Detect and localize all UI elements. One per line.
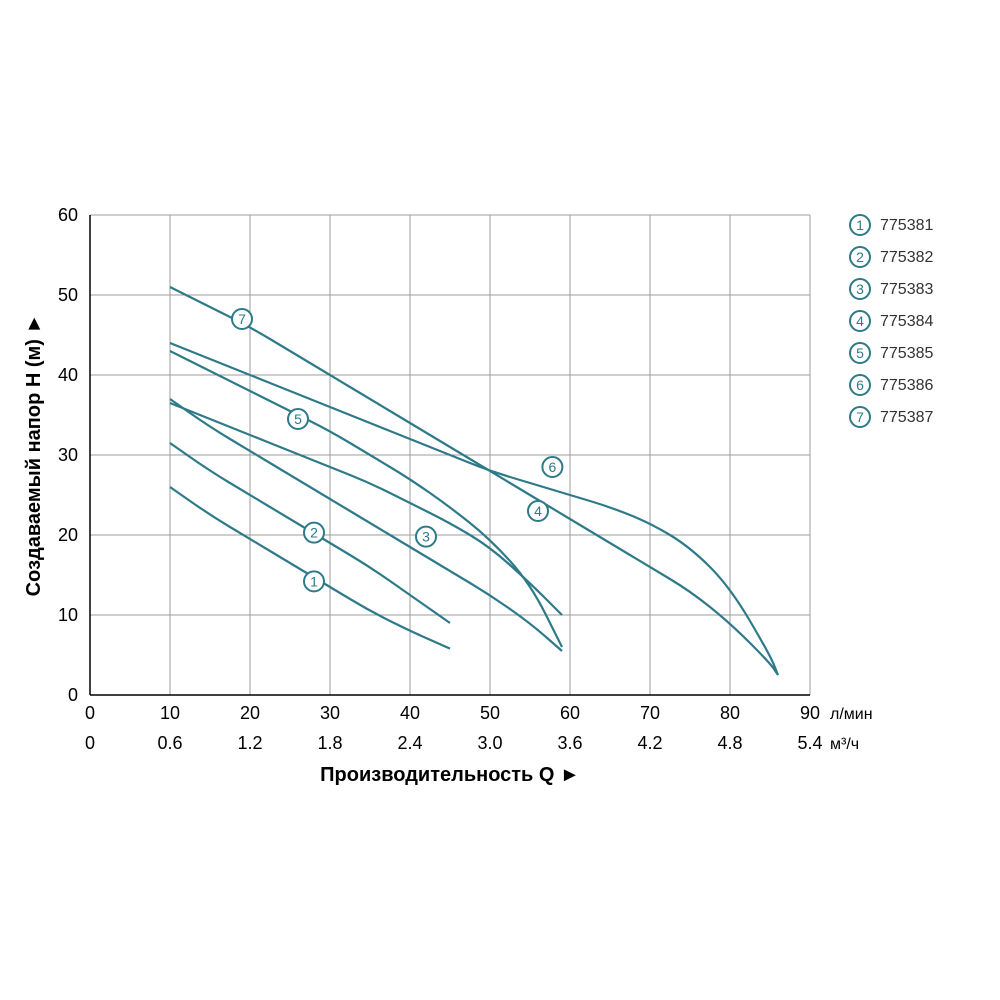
curve-marker-label-4: 4 xyxy=(534,503,542,519)
curve-marker-label-2: 2 xyxy=(310,525,318,541)
x-tick-secondary: 3.6 xyxy=(557,733,582,753)
x-tick-secondary: 0.6 xyxy=(157,733,182,753)
x-tick-primary: 10 xyxy=(160,703,180,723)
y-tick: 20 xyxy=(58,525,78,545)
x-tick-primary: 90 xyxy=(800,703,820,723)
legend-label: 775387 xyxy=(880,409,933,426)
x-tick-secondary: 5.4 xyxy=(797,733,822,753)
y-tick: 50 xyxy=(58,285,78,305)
x-tick-secondary: 0 xyxy=(85,733,95,753)
x-tick-primary: 20 xyxy=(240,703,260,723)
x-tick-primary: 30 xyxy=(320,703,340,723)
x-tick-primary: 70 xyxy=(640,703,660,723)
curve-marker-label-7: 7 xyxy=(238,311,246,327)
x-tick-primary: 0 xyxy=(85,703,95,723)
x-axis-label: Производительность Q ► xyxy=(320,764,580,786)
x-unit-secondary: м³/ч xyxy=(830,736,859,753)
y-tick: 30 xyxy=(58,445,78,465)
x-tick-secondary: 2.4 xyxy=(397,733,422,753)
y-tick: 60 xyxy=(58,205,78,225)
legend-marker-num: 7 xyxy=(856,409,864,425)
x-tick-primary: 80 xyxy=(720,703,740,723)
curve-marker-label-1: 1 xyxy=(310,573,318,589)
x-tick-primary: 40 xyxy=(400,703,420,723)
y-tick: 40 xyxy=(58,365,78,385)
y-tick: 0 xyxy=(68,685,78,705)
x-tick-secondary: 4.2 xyxy=(637,733,662,753)
x-tick-primary: 60 xyxy=(560,703,580,723)
pump-performance-chart: 1234567010203040506070809000.61.21.82.43… xyxy=(0,0,1000,1000)
curve-marker-label-6: 6 xyxy=(549,459,557,475)
legend-label: 775382 xyxy=(880,249,933,266)
y-axis-label: Создаваемый напор H (м) ► xyxy=(23,314,45,597)
legend-marker-num: 1 xyxy=(856,217,864,233)
legend-label: 775386 xyxy=(880,377,933,394)
legend-label: 775383 xyxy=(880,281,933,298)
curve-marker-label-5: 5 xyxy=(294,411,302,427)
legend-marker-num: 3 xyxy=(856,281,864,297)
y-tick: 10 xyxy=(58,605,78,625)
legend-marker-num: 4 xyxy=(856,313,864,329)
x-tick-secondary: 1.8 xyxy=(317,733,342,753)
legend-label: 775381 xyxy=(880,217,933,234)
legend-marker-num: 5 xyxy=(856,345,864,361)
legend-marker-num: 6 xyxy=(856,377,864,393)
curve-marker-label-3: 3 xyxy=(422,529,430,545)
legend-marker-num: 2 xyxy=(856,249,864,265)
x-unit-primary: л/мин xyxy=(830,706,873,723)
legend-label: 775384 xyxy=(880,313,933,330)
x-tick-secondary: 4.8 xyxy=(717,733,742,753)
x-tick-primary: 50 xyxy=(480,703,500,723)
x-tick-secondary: 1.2 xyxy=(237,733,262,753)
x-tick-secondary: 3.0 xyxy=(477,733,502,753)
legend-label: 775385 xyxy=(880,345,933,362)
